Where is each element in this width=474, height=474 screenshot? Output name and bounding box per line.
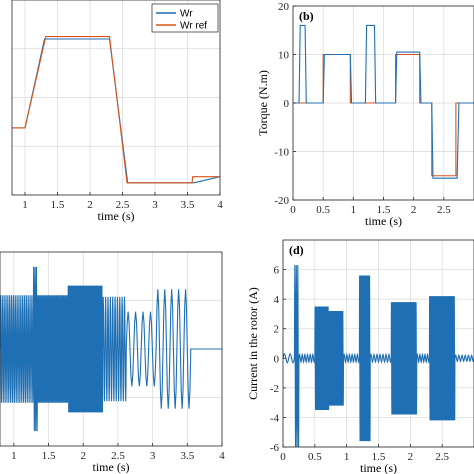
axes-frame	[11, 0, 221, 196]
x-tick-label: 1.5	[377, 204, 391, 216]
x-tick-label: 2	[411, 204, 417, 216]
y-tick-label: -20	[274, 195, 289, 207]
series-line-a-1	[12, 36, 220, 184]
x-tick-label: 2.5	[435, 451, 449, 463]
x-tick-label: 3.5	[180, 450, 194, 462]
y-tick-label: 0	[274, 353, 280, 365]
y-tick-label: 6	[274, 265, 280, 277]
legend-box	[151, 3, 219, 33]
chart-panel-d: 0 0.5 1 1.5 2 2.5 -6 -4 -2 0 2 4 6 time (s) Current in…	[246, 239, 474, 474]
x-axis-label: time (s)	[365, 214, 402, 228]
x-tick-label: 2.5	[437, 204, 451, 216]
y-tick-label: 4	[274, 294, 280, 306]
x-axis-label: time (s)	[93, 460, 130, 474]
x-tick-label: 2	[81, 450, 87, 462]
panel-label: (d)	[289, 243, 304, 257]
y-tick-label: -10	[274, 147, 289, 159]
y-tick-label: -2	[270, 383, 279, 395]
x-tick-label: 1.5	[372, 451, 386, 463]
x-tick-label: 4	[219, 450, 225, 462]
x-tick-label: 1	[22, 199, 28, 211]
x-tick-label: 1.5	[42, 450, 56, 462]
series-line-d-0	[283, 265, 474, 447]
x-tick-label: 0.5	[316, 204, 330, 216]
legend-entry: Wr ref	[180, 21, 207, 32]
x-tick-label: 2.5	[111, 450, 125, 462]
x-tick-label: 2	[408, 451, 414, 463]
x-axis-label: time (s)	[360, 461, 397, 474]
y-tick-label: -4	[270, 412, 280, 424]
x-tick-label: 2	[87, 199, 93, 211]
x-tick-label: 2.5	[116, 199, 130, 211]
x-tick-label: 0.5	[308, 451, 322, 463]
y-tick-label: 2	[274, 324, 280, 336]
series-line-c-0	[0, 266, 222, 432]
x-tick-label: 4	[217, 199, 223, 211]
x-tick-label: 3	[152, 199, 158, 211]
x-tick-label: 0	[280, 451, 286, 463]
chart-panel-b: 0 0.5 1 1.5 2 2.5 -20 -10 0 10 20 time (s) Torque (N…	[256, 1, 474, 228]
y-tick-label: 0	[284, 98, 290, 110]
x-tick-label: 1	[344, 451, 350, 463]
x-tick-label: 0	[290, 204, 296, 216]
legend-entry: Wr	[180, 9, 193, 20]
chart-panel-c: 1 1.5 2 2.5 3 3.5 4 time (s)	[0, 251, 225, 474]
x-tick-label: 3.5	[181, 199, 195, 211]
y-axis-label: Torque (N.m)	[256, 70, 270, 136]
y-tick-label: 20	[278, 1, 290, 13]
series-line-b-1	[293, 24, 474, 179]
x-axis-label: time (s)	[98, 209, 135, 223]
y-axis-label: Current in the rotor (A)	[246, 287, 260, 400]
panel-label: (b)	[299, 9, 314, 23]
x-tick-label: 1	[351, 204, 357, 216]
x-tick-label: 1	[11, 450, 17, 462]
x-tick-label: 1.5	[51, 199, 65, 211]
y-tick-label: 10	[278, 50, 290, 62]
y-tick-label: -6	[270, 442, 280, 454]
x-tick-label: 3	[150, 450, 156, 462]
axes-frame	[0, 251, 223, 447]
